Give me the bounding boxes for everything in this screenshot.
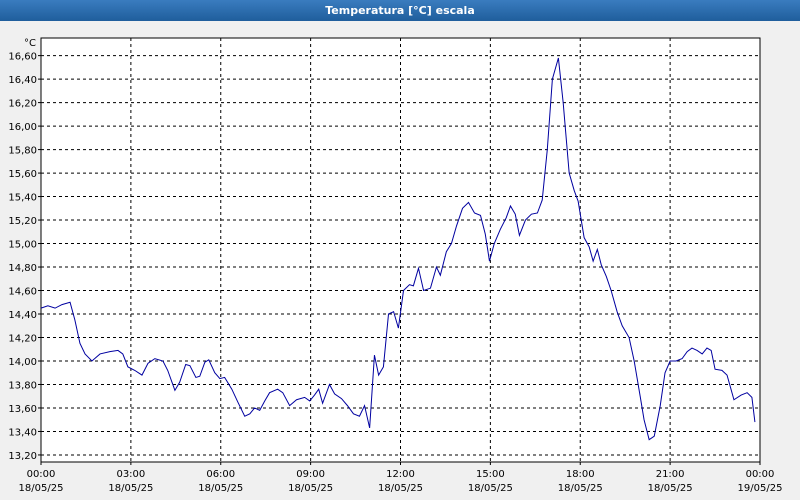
y-tick-label: 13,60 — [8, 404, 37, 415]
x-tick-label: 15:00 — [476, 469, 505, 480]
y-tick-label: 15,60 — [8, 169, 37, 180]
y-axis-label: °C — [24, 38, 36, 49]
y-tick-label: 15,00 — [8, 240, 37, 251]
y-tick-label: 16,00 — [8, 122, 37, 133]
x-tick-date: 18/05/25 — [378, 483, 423, 494]
y-tick-label: 13,80 — [8, 380, 37, 391]
x-tick-date: 18/05/25 — [288, 483, 333, 494]
y-tick-label: 16,40 — [8, 75, 37, 86]
x-tick-label: 21:00 — [656, 469, 685, 480]
y-tick-label: 13,20 — [8, 451, 37, 462]
y-tick-label: 15,40 — [8, 193, 37, 204]
y-tick-label: 14,40 — [8, 310, 37, 321]
y-tick-label: 14,00 — [8, 357, 37, 368]
x-tick-date: 18/05/25 — [19, 483, 64, 494]
x-tick-date: 19/05/25 — [738, 483, 783, 494]
y-tick-label: 14,80 — [8, 263, 37, 274]
y-tick-label: 15,20 — [8, 216, 37, 227]
x-tick-label: 03:00 — [116, 469, 145, 480]
x-tick-date: 18/05/25 — [648, 483, 693, 494]
x-tick-date: 18/05/25 — [558, 483, 603, 494]
x-tick-label: 06:00 — [206, 469, 235, 480]
x-tick-label: 12:00 — [386, 469, 415, 480]
chart: °C 13,20 13,40 13,60 13,80 14,00 14,20 14,40 14… — [8, 37, 783, 494]
y-tick-label: 16,60 — [8, 52, 37, 63]
x-tick-date: 18/05/25 — [198, 483, 243, 494]
y-tick-label: 14,20 — [8, 334, 37, 345]
series-line — [40, 57, 756, 441]
x-tick-label: 00:00 — [27, 469, 56, 480]
x-tick-date: 18/05/25 — [108, 483, 153, 494]
y-tick-label: 16,20 — [8, 99, 37, 110]
y-tick-label: 15,80 — [8, 146, 37, 157]
x-tick-label: 00:00 — [746, 469, 775, 480]
x-tick-date: 18/05/25 — [468, 483, 513, 494]
title-bar: Temperatura [°C] escala — [0, 0, 800, 21]
x-tick-label: 09:00 — [296, 469, 325, 480]
y-tick-label: 13,40 — [8, 427, 37, 438]
x-tick-label: 18:00 — [566, 469, 595, 480]
y-tick-label: 14,60 — [8, 287, 37, 298]
